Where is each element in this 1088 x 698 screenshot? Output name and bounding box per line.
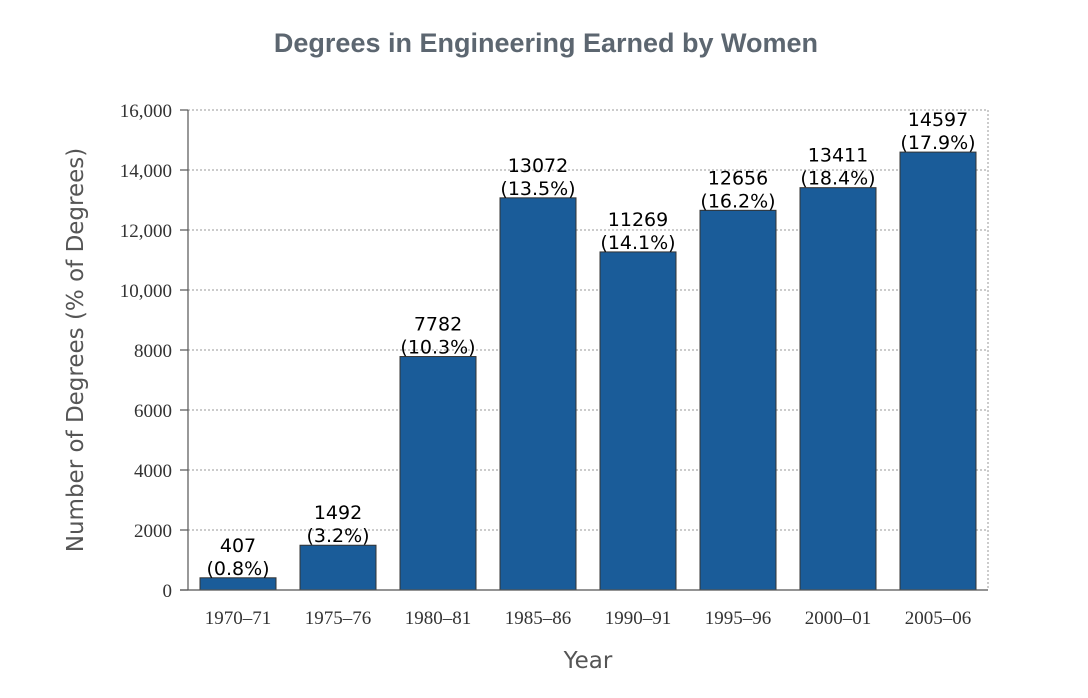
data-label-percent: (13.5%) [500, 178, 575, 200]
data-label-percent: (10.3%) [400, 337, 475, 359]
y-tick-label: 16,000 [120, 101, 172, 122]
data-label-value: 13411 [808, 145, 868, 167]
bar [399, 356, 477, 591]
data-label-percent: (14.1%) [600, 232, 675, 254]
data-label-value: 14597 [908, 109, 968, 131]
y-tick-label: 10,000 [120, 281, 172, 302]
data-label-value: 11269 [608, 209, 668, 231]
bar [499, 197, 577, 591]
y-tick-label: 2000 [134, 521, 172, 542]
data-label-value: 407 [220, 535, 256, 557]
data-labels: 407(0.8%) 1492(3.2%) 7782(10.3%) 13072(13.5… [206, 109, 975, 580]
data-label-value: 1492 [314, 502, 362, 524]
gridlines [188, 109, 989, 590]
y-tick-label: 8000 [134, 341, 172, 362]
tick-labels: 0 2000 4000 6000 8000 10,000 12,000 14,000 16,00… [120, 101, 972, 629]
data-label-percent: (17.9%) [900, 132, 975, 154]
data-label-value: 12656 [708, 167, 768, 189]
y-axis-label: Number of Degrees (% of Degrees) [63, 148, 89, 552]
bars [199, 151, 977, 591]
data-label-percent: (16.2%) [700, 190, 775, 212]
bar [699, 209, 777, 591]
y-tick-label: 0 [163, 581, 173, 602]
data-label-percent: (0.8%) [206, 558, 269, 580]
x-tick-label: 2000–01 [805, 608, 872, 629]
x-tick-label: 1990–91 [605, 608, 672, 629]
bar [799, 187, 877, 591]
x-tick-label: 2005–06 [905, 608, 972, 629]
data-label-value: 13072 [508, 155, 568, 177]
x-tick-label: 1975–76 [305, 608, 372, 629]
data-label-percent: (18.4%) [800, 168, 875, 190]
x-tick-label: 1985–86 [505, 608, 572, 629]
y-tick-label: 6000 [134, 401, 172, 422]
y-tick-label: 12,000 [120, 221, 172, 242]
bar [899, 151, 977, 591]
axes [180, 109, 988, 591]
x-tick-label: 1970–71 [205, 608, 272, 629]
bar [299, 544, 377, 591]
data-label-percent: (3.2%) [306, 525, 369, 547]
y-tick-label: 14,000 [120, 161, 172, 182]
x-tick-label: 1995–96 [705, 608, 772, 629]
x-tick-label: 1980–81 [405, 608, 472, 629]
bar [599, 251, 677, 591]
x-axis-label: Year [563, 648, 613, 674]
chart-title: Degrees in Engineering Earned by Women [274, 28, 818, 58]
data-label-value: 7782 [414, 314, 462, 336]
y-tick-label: 4000 [134, 461, 172, 482]
